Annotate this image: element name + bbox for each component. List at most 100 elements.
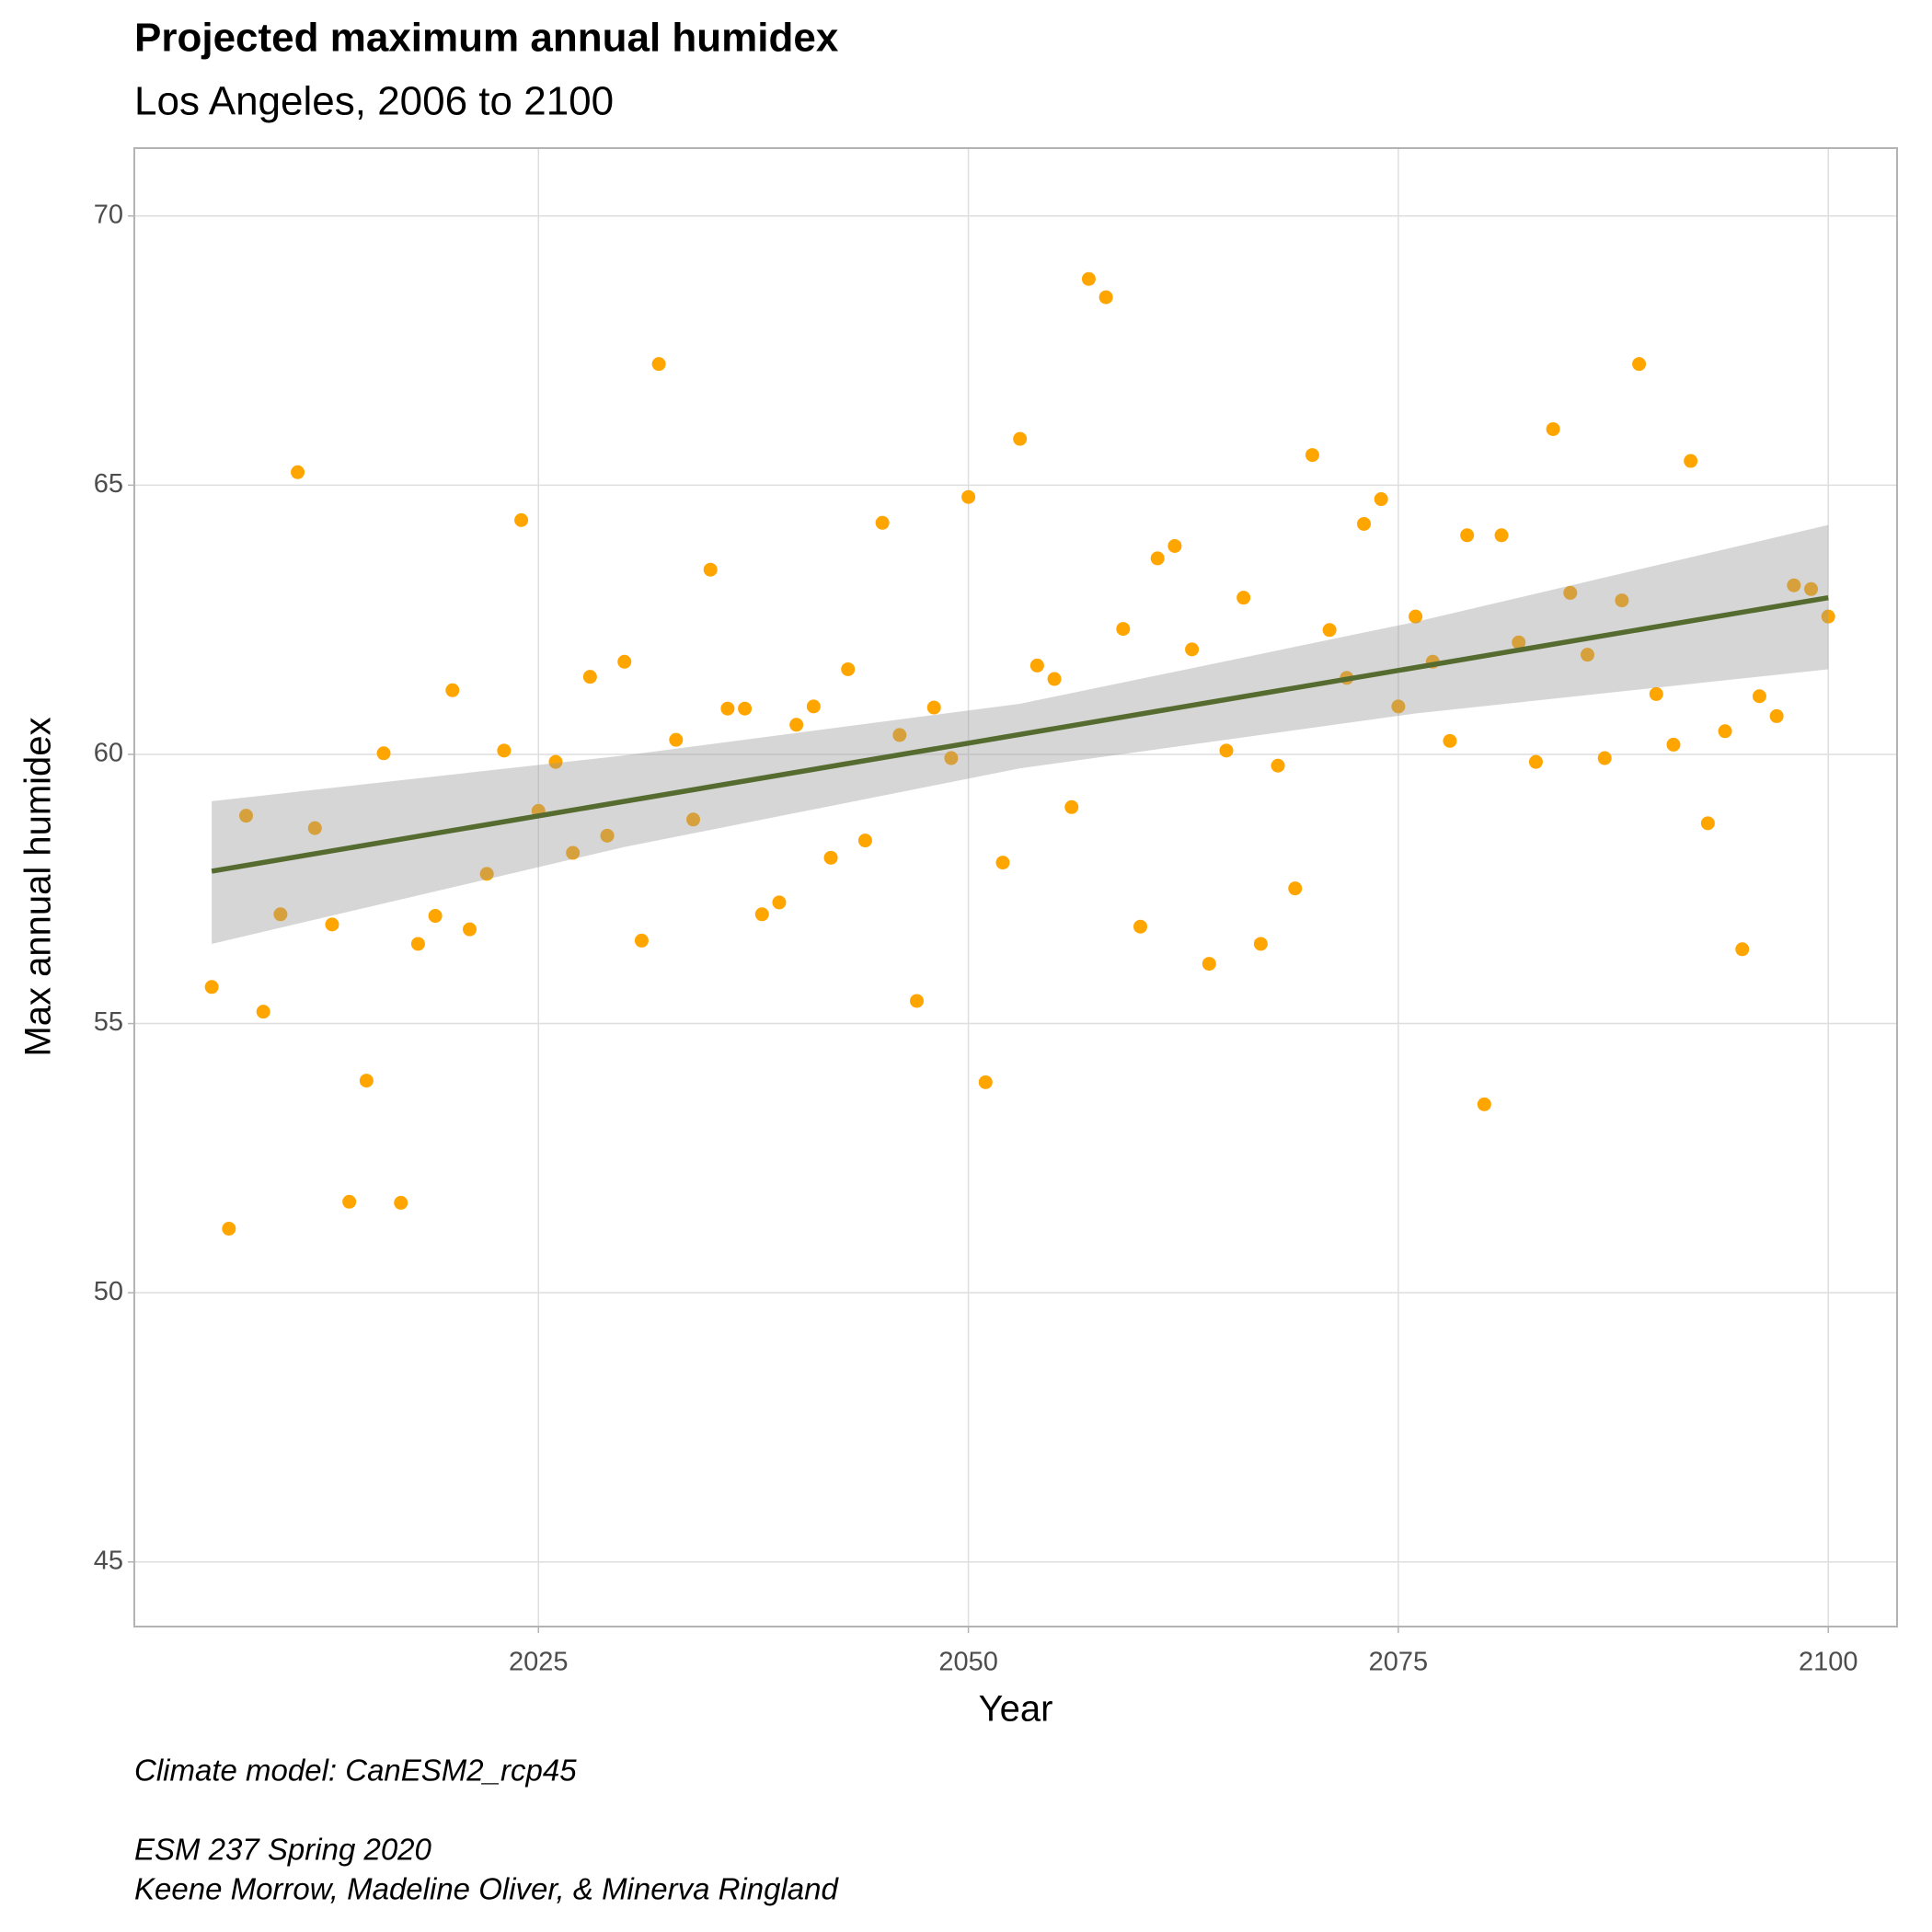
point bbox=[1409, 609, 1423, 624]
point bbox=[1253, 937, 1268, 951]
point bbox=[754, 907, 769, 922]
point bbox=[703, 562, 718, 577]
point bbox=[1081, 271, 1096, 286]
point bbox=[961, 489, 976, 504]
point bbox=[1615, 593, 1629, 608]
point bbox=[325, 917, 339, 932]
point bbox=[1271, 758, 1285, 773]
point bbox=[1460, 528, 1475, 543]
point bbox=[1666, 737, 1681, 752]
point bbox=[307, 821, 322, 835]
point bbox=[1804, 581, 1819, 596]
y-tick-label: 55 bbox=[94, 1007, 123, 1037]
chart-subtitle: Los Angeles, 2006 to 2100 bbox=[134, 79, 614, 124]
point bbox=[1219, 743, 1234, 758]
point bbox=[1185, 642, 1200, 657]
x-tick-label: 2050 bbox=[938, 1648, 998, 1677]
point bbox=[1322, 623, 1337, 638]
point bbox=[1167, 538, 1182, 553]
point bbox=[772, 895, 787, 910]
point bbox=[1236, 591, 1251, 605]
y-axis-title: Max annual humidex bbox=[18, 717, 59, 1056]
point bbox=[1374, 492, 1388, 507]
point bbox=[651, 357, 666, 372]
point bbox=[1133, 919, 1148, 934]
point bbox=[669, 732, 684, 747]
point bbox=[376, 746, 391, 761]
point bbox=[222, 1222, 236, 1236]
point bbox=[600, 828, 615, 843]
point bbox=[1098, 290, 1113, 305]
point bbox=[1494, 528, 1509, 543]
point bbox=[1528, 754, 1543, 769]
point bbox=[910, 994, 925, 1008]
point bbox=[738, 701, 753, 716]
point bbox=[720, 701, 735, 716]
point bbox=[686, 812, 701, 827]
point bbox=[497, 743, 512, 758]
point bbox=[1581, 648, 1595, 662]
point bbox=[1563, 585, 1578, 600]
point bbox=[1202, 957, 1216, 972]
point bbox=[634, 933, 649, 948]
point bbox=[617, 654, 632, 669]
y-tick-label: 50 bbox=[94, 1277, 123, 1306]
point bbox=[479, 867, 494, 881]
point bbox=[394, 1195, 408, 1210]
point bbox=[342, 1194, 357, 1209]
point bbox=[1512, 635, 1526, 650]
y-tick-label: 60 bbox=[94, 739, 123, 768]
x-axis-title: Year bbox=[979, 1689, 1053, 1730]
point bbox=[875, 515, 890, 530]
point bbox=[1391, 699, 1406, 714]
point bbox=[1288, 881, 1303, 896]
point bbox=[1700, 816, 1715, 831]
point bbox=[428, 909, 443, 924]
point bbox=[445, 683, 460, 697]
point bbox=[204, 980, 219, 995]
point bbox=[1718, 724, 1732, 739]
x-tick-label: 2075 bbox=[1369, 1648, 1429, 1677]
point bbox=[995, 856, 1010, 870]
point bbox=[291, 465, 305, 479]
point bbox=[548, 754, 563, 769]
point bbox=[1752, 689, 1766, 704]
x-tick-label: 2025 bbox=[509, 1648, 569, 1677]
point bbox=[256, 1005, 270, 1019]
y-tick-label: 65 bbox=[94, 469, 123, 499]
point bbox=[857, 834, 872, 848]
point bbox=[806, 699, 821, 714]
point bbox=[892, 728, 907, 742]
point bbox=[1649, 686, 1663, 701]
point bbox=[944, 751, 959, 765]
point bbox=[463, 922, 477, 937]
point bbox=[1443, 733, 1457, 748]
caption-line: ESM 237 Spring 2020 bbox=[134, 1833, 432, 1867]
point bbox=[1013, 431, 1028, 446]
point bbox=[1684, 454, 1698, 468]
point bbox=[514, 512, 529, 527]
point bbox=[410, 937, 425, 951]
point bbox=[841, 661, 856, 676]
y-tick-label: 70 bbox=[94, 200, 123, 229]
point bbox=[789, 718, 804, 732]
point bbox=[239, 809, 254, 823]
point bbox=[1047, 672, 1062, 686]
point bbox=[273, 907, 288, 922]
point bbox=[1064, 799, 1079, 814]
point bbox=[1029, 658, 1044, 673]
point bbox=[1116, 622, 1131, 637]
point bbox=[1150, 551, 1165, 566]
point bbox=[1477, 1097, 1491, 1111]
point bbox=[582, 670, 597, 684]
x-tick-label: 2100 bbox=[1799, 1648, 1858, 1677]
point bbox=[566, 845, 581, 860]
point bbox=[1787, 578, 1801, 592]
point bbox=[978, 1075, 993, 1089]
point bbox=[1632, 357, 1647, 372]
point bbox=[1821, 609, 1835, 624]
point bbox=[926, 700, 941, 715]
caption-line: Keene Morrow, Madeline Oliver, & Minerva… bbox=[134, 1872, 840, 1906]
chart-title: Projected maximum annual humidex bbox=[134, 16, 839, 61]
